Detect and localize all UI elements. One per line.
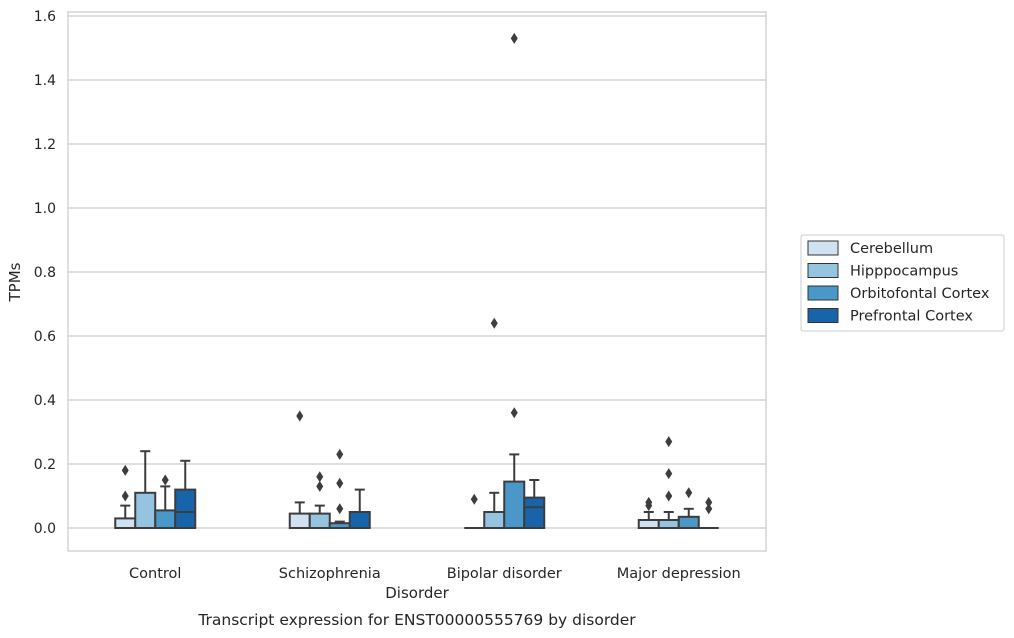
legend-label: Hipppocampus [850,264,958,280]
y-tick-label: 1.6 [34,9,56,25]
box-hipppocampus-control [134,450,157,529]
box-prefrontal-cortex-major-depression [698,496,719,529]
box-body [483,511,506,529]
box-prefrontal-cortex-control [174,459,197,530]
gridlines [68,15,766,529]
box-body [637,519,660,529]
y-tick-label: 0.8 [34,265,56,281]
box-body [503,480,526,530]
box-body [308,512,331,529]
y-axis-label: TPMs [6,262,24,302]
outlier-point [490,317,498,329]
outlier-point [705,496,713,508]
x-tick-label: Control [129,566,181,582]
box-hipppocampus-schizophrenia [308,471,331,529]
legend-swatch [807,285,839,301]
x-tick-label: Schizophrenia [279,566,381,582]
outlier-point [316,480,324,492]
box-body [288,512,311,529]
outlier-point [665,468,673,480]
outlier-point [161,474,169,486]
outlier-point [470,493,478,505]
outlier-point [121,490,129,502]
outlier-point [645,496,653,508]
box-body [134,491,157,529]
box-body [657,519,680,529]
box-body [677,515,700,529]
box-orbitofontal-cortex-schizophrenia [328,448,351,530]
legend-swatch [807,240,839,256]
outlier-point [705,503,713,515]
box-body [114,517,137,530]
chart-title: Transcript expression for ENST0000055576… [197,611,636,629]
x-axis-label: Disorder [385,584,449,602]
outlier-point [510,407,518,419]
legend-label: Orbitofontal Cortex [850,286,990,302]
plot-frame [67,11,767,552]
box-prefrontal-cortex-schizophrenia [348,488,371,529]
box-hipppocampus-major-depression [657,436,680,529]
legend-swatch [807,308,839,323]
box-body [523,496,546,530]
outlier-point [316,471,324,483]
x-tick-label: Bipolar disorder [447,566,562,582]
box-orbitofontal-cortex-bipolar-disorder [503,32,526,530]
y-tick-label: 1.4 [34,73,56,89]
legend-label: Prefrontal Cortex [850,309,973,325]
x-tick-labels: Control Schizophrenia Bipolar disorder Majo… [129,566,741,582]
legend-swatch [807,263,839,278]
legend-frame [800,234,1005,332]
outlier-point [336,503,344,515]
outlier-point [121,464,129,476]
x-tick-label: Major depression [617,566,741,582]
outlier-point [665,436,673,448]
outlier-point [296,410,304,422]
box-prefrontal-cortex-bipolar-disorder [523,479,546,530]
y-tick-label: 0.2 [34,457,56,473]
y-tick-label: 0.4 [34,393,56,409]
outlier-point [665,490,673,502]
outlier-point [510,32,518,44]
boxes [114,32,719,530]
box-body [154,509,177,529]
y-tick-label: 1.2 [34,137,56,153]
box-cerebellum-schizophrenia [288,410,311,529]
y-tick-label: 0.6 [34,329,56,345]
legend: Cerebellum Hipppocampus Orbitofontal Corte… [800,234,1005,332]
box-body [348,511,371,529]
legend-label: Cerebellum [850,241,933,257]
box-body [174,488,197,530]
box-cerebellum-bipolar-disorder [464,493,485,529]
box-cerebellum-control [114,464,137,530]
box-hipppocampus-bipolar-disorder [483,317,506,529]
box-orbitofontal-cortex-control [154,474,177,529]
y-tick-label: 1.0 [34,201,56,217]
outlier-point [685,487,693,499]
y-tick-label: 0.0 [34,521,56,537]
box-cerebellum-major-depression [637,496,660,529]
y-tick-labels: 0.0 0.2 0.4 0.6 0.8 1.0 1.2 1.4 1.6 [34,9,56,537]
box-orbitofontal-cortex-major-depression [677,487,700,529]
outlier-point [336,448,344,460]
outlier-point [336,477,344,489]
